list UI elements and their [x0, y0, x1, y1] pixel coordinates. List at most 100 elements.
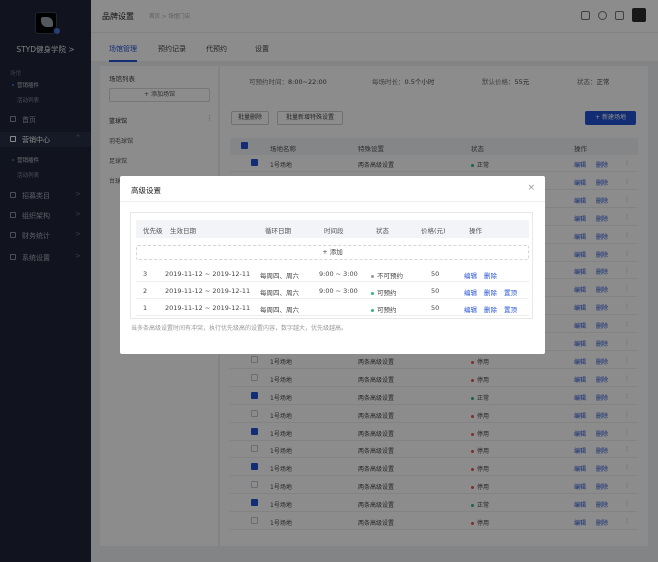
- more-icon[interactable]: ⋮: [624, 285, 630, 293]
- sidebar-subitem[interactable]: 营销插件: [17, 83, 40, 89]
- edit-link[interactable]: 编辑: [574, 269, 587, 277]
- delete-link[interactable]: 删除: [596, 251, 609, 259]
- delete-link[interactable]: 删除: [596, 358, 609, 366]
- edit-link[interactable]: 编辑: [574, 305, 587, 313]
- edit-link[interactable]: 编辑: [574, 233, 587, 241]
- edit-link[interactable]: 编辑: [574, 520, 587, 527]
- globe-icon[interactable]: [598, 11, 607, 20]
- delete-link[interactable]: 删除: [596, 269, 609, 277]
- more-icon[interactable]: ⋮: [624, 500, 630, 508]
- delete-link[interactable]: 删除: [596, 376, 609, 384]
- pin-top-link[interactable]: 置顶: [504, 289, 517, 297]
- row-checkbox[interactable]: [251, 481, 258, 489]
- edit-link[interactable]: 编辑: [574, 179, 587, 187]
- delete-link[interactable]: 删除: [484, 289, 497, 297]
- nav-finance[interactable]: 财务统计 >: [0, 228, 91, 243]
- close-icon[interactable]: ×: [527, 183, 535, 193]
- row-checkbox[interactable]: [251, 355, 258, 363]
- row-checkbox[interactable]: [251, 463, 258, 471]
- delete-link[interactable]: 删除: [596, 520, 609, 527]
- edit-link[interactable]: 编辑: [464, 306, 477, 314]
- delete-link[interactable]: 删除: [596, 233, 609, 241]
- delete-link[interactable]: 删除: [596, 323, 609, 331]
- delete-link[interactable]: 删除: [596, 412, 609, 420]
- more-icon[interactable]: ⋮: [624, 410, 630, 418]
- nav-category[interactable]: 招募类目 >: [0, 188, 91, 203]
- more-icon[interactable]: ⋮: [624, 428, 630, 436]
- new-venue-button[interactable]: + 新建场地: [585, 111, 636, 125]
- delete-link[interactable]: 删除: [596, 430, 609, 438]
- pin-top-link[interactable]: 置顶: [504, 306, 517, 314]
- more-icon[interactable]: ⋮: [624, 195, 630, 203]
- delete-link[interactable]: 删除: [596, 305, 609, 313]
- more-icon[interactable]: ⋮: [624, 303, 630, 311]
- add-venue-button[interactable]: + 添加场馆: [109, 88, 210, 102]
- batch-add-special-button[interactable]: 批量新增特殊设置: [277, 111, 343, 125]
- more-icon[interactable]: ⋮: [624, 213, 630, 221]
- row-checkbox[interactable]: [251, 373, 258, 381]
- edit-link[interactable]: 编辑: [464, 272, 477, 280]
- delete-link[interactable]: 删除: [596, 215, 609, 223]
- avatar[interactable]: [632, 8, 646, 22]
- edit-link[interactable]: 编辑: [574, 162, 587, 169]
- venue-item[interactable]: 羽毛球馆: [109, 138, 134, 145]
- delete-link[interactable]: 删除: [596, 448, 609, 456]
- more-icon[interactable]: ⋮: [624, 374, 630, 382]
- delete-link[interactable]: 删除: [484, 272, 497, 280]
- edit-link[interactable]: 编辑: [464, 289, 477, 297]
- tab-booking-records[interactable]: 预约记录: [158, 45, 186, 53]
- sidebar-subitem[interactable]: 活动列表: [17, 173, 40, 179]
- select-all-checkbox[interactable]: [241, 142, 248, 149]
- edit-link[interactable]: 编辑: [574, 358, 587, 366]
- more-icon[interactable]: ⋮: [624, 231, 630, 239]
- nav-org[interactable]: 组织架构 >: [0, 208, 91, 223]
- edit-link[interactable]: 编辑: [574, 323, 587, 331]
- edit-link[interactable]: 编辑: [574, 502, 587, 510]
- more-icon[interactable]: ⋮: [624, 392, 630, 400]
- edit-link[interactable]: 编辑: [574, 430, 587, 438]
- delete-link[interactable]: 删除: [596, 484, 609, 492]
- edit-link[interactable]: 编辑: [574, 287, 587, 295]
- more-icon[interactable]: ⋮: [624, 267, 630, 275]
- row-checkbox[interactable]: [251, 409, 258, 417]
- edit-link[interactable]: 编辑: [574, 215, 587, 223]
- more-icon[interactable]: ⋮: [624, 482, 630, 490]
- more-icon[interactable]: ⋮: [624, 464, 630, 472]
- row-checkbox[interactable]: [251, 445, 258, 453]
- row-checkbox[interactable]: [251, 427, 258, 435]
- tab-settings[interactable]: 设置: [255, 45, 269, 53]
- edit-link[interactable]: 编辑: [574, 394, 587, 402]
- more-icon[interactable]: ⋮: [624, 321, 630, 329]
- more-icon[interactable]: ⋮: [624, 518, 630, 525]
- breadcrumb[interactable]: 首页 > 场馆门店: [149, 14, 191, 20]
- more-icon[interactable]: ⋮: [624, 446, 630, 454]
- delete-link[interactable]: 删除: [596, 394, 609, 402]
- brand-name[interactable]: STYD健身学院 >: [16, 45, 75, 54]
- more-icon[interactable]: ⋮: [624, 356, 630, 364]
- more-icon[interactable]: ⋮: [624, 177, 630, 185]
- delete-link[interactable]: 删除: [596, 287, 609, 295]
- message-icon[interactable]: [581, 11, 590, 20]
- edit-link[interactable]: 编辑: [574, 197, 587, 205]
- row-checkbox[interactable]: [251, 517, 258, 524]
- venue-item[interactable]: 台球馆: [109, 178, 128, 185]
- edit-link[interactable]: 编辑: [574, 466, 587, 474]
- batch-delete-button[interactable]: 批量删除: [231, 111, 269, 125]
- delete-link[interactable]: 删除: [596, 466, 609, 474]
- edit-link[interactable]: 编辑: [574, 341, 587, 348]
- delete-link[interactable]: 删除: [596, 502, 609, 510]
- more-icon[interactable]: ⋮: [624, 339, 630, 346]
- row-checkbox[interactable]: [251, 159, 258, 166]
- tab-proxy-booking[interactable]: 代预约: [206, 45, 227, 53]
- nav-settings[interactable]: 系统设置 >: [0, 250, 91, 265]
- edit-link[interactable]: 编辑: [574, 251, 587, 259]
- grid-icon[interactable]: [615, 11, 624, 20]
- brand-logo[interactable]: [35, 12, 57, 34]
- sidebar-subitem[interactable]: 营销插件: [17, 158, 40, 164]
- tab-venue-management[interactable]: 场馆管理: [109, 45, 137, 53]
- delete-link[interactable]: 删除: [596, 179, 609, 187]
- more-icon[interactable]: ⋮: [206, 114, 213, 122]
- edit-link[interactable]: 编辑: [574, 376, 587, 384]
- venue-item[interactable]: 篮球馆: [109, 118, 128, 125]
- nav-marketing[interactable]: 营销中心 ^: [0, 132, 91, 147]
